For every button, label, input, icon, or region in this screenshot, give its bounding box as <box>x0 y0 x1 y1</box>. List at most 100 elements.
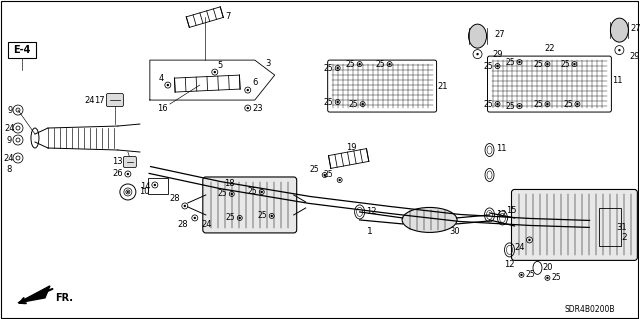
Text: 25: 25 <box>346 60 355 69</box>
Circle shape <box>518 61 521 63</box>
Circle shape <box>184 205 186 207</box>
Text: 28: 28 <box>177 220 188 229</box>
Text: 25: 25 <box>324 63 333 73</box>
Text: 25: 25 <box>484 62 493 70</box>
Text: 29: 29 <box>629 52 639 61</box>
Circle shape <box>618 49 621 51</box>
Circle shape <box>547 277 548 279</box>
Circle shape <box>339 179 341 181</box>
Text: E-4: E-4 <box>13 45 31 55</box>
Circle shape <box>547 103 548 105</box>
Text: 18: 18 <box>225 180 235 189</box>
Circle shape <box>576 103 579 105</box>
Text: 25: 25 <box>248 188 257 197</box>
Circle shape <box>520 274 523 276</box>
Text: 14: 14 <box>140 182 150 191</box>
Text: 25: 25 <box>226 213 236 222</box>
Text: FR.: FR. <box>55 293 73 303</box>
Text: 1: 1 <box>367 227 372 236</box>
Text: 7: 7 <box>225 11 230 21</box>
Text: 25: 25 <box>561 60 570 69</box>
Circle shape <box>230 193 233 195</box>
Text: 8: 8 <box>6 166 12 174</box>
Circle shape <box>476 53 479 55</box>
Circle shape <box>496 65 499 67</box>
Text: 11: 11 <box>612 76 623 85</box>
FancyBboxPatch shape <box>203 177 297 233</box>
Text: 21: 21 <box>437 82 448 91</box>
Text: 25: 25 <box>525 271 535 279</box>
Text: 2: 2 <box>621 234 627 242</box>
FancyBboxPatch shape <box>511 189 637 260</box>
Ellipse shape <box>468 24 486 48</box>
Text: 25: 25 <box>534 100 543 108</box>
Text: 27: 27 <box>630 24 640 33</box>
Circle shape <box>166 84 169 86</box>
Text: 24: 24 <box>202 220 212 229</box>
Text: 25: 25 <box>258 211 268 220</box>
Text: 29: 29 <box>492 49 503 59</box>
Circle shape <box>260 191 263 193</box>
Circle shape <box>246 89 249 91</box>
Text: 24: 24 <box>4 123 15 132</box>
Text: 24: 24 <box>4 153 14 162</box>
Text: 11: 11 <box>496 144 507 152</box>
Circle shape <box>358 63 361 65</box>
Text: 26: 26 <box>113 169 123 179</box>
Circle shape <box>323 174 326 176</box>
Circle shape <box>518 105 521 107</box>
Text: 19: 19 <box>346 143 357 152</box>
Text: 3: 3 <box>265 59 271 68</box>
Text: 25: 25 <box>484 100 493 108</box>
Ellipse shape <box>402 207 457 233</box>
Text: 17: 17 <box>95 96 105 105</box>
Circle shape <box>337 101 339 103</box>
Text: 31: 31 <box>616 223 627 233</box>
Text: 25: 25 <box>506 58 515 67</box>
Circle shape <box>496 103 499 105</box>
Text: 22: 22 <box>544 44 555 53</box>
Text: 16: 16 <box>157 104 168 113</box>
Text: 27: 27 <box>494 30 505 39</box>
Text: 25: 25 <box>324 170 333 180</box>
Text: 4: 4 <box>158 74 163 83</box>
FancyBboxPatch shape <box>106 93 124 107</box>
Circle shape <box>239 217 241 219</box>
Text: 25: 25 <box>218 189 228 198</box>
Text: 30: 30 <box>449 227 460 236</box>
Text: 6: 6 <box>252 78 257 86</box>
Text: 24: 24 <box>514 243 525 252</box>
Circle shape <box>388 63 391 65</box>
Text: 12: 12 <box>366 207 377 217</box>
Circle shape <box>194 217 196 219</box>
Circle shape <box>528 239 531 241</box>
Text: 12: 12 <box>504 260 515 270</box>
Text: 10: 10 <box>139 188 149 197</box>
Polygon shape <box>18 286 50 303</box>
Text: 25: 25 <box>534 60 543 69</box>
Bar <box>8 42 36 58</box>
Bar <box>600 208 621 246</box>
Ellipse shape <box>611 18 628 42</box>
Text: 20: 20 <box>542 263 553 272</box>
Text: 9: 9 <box>8 106 13 115</box>
Circle shape <box>573 63 575 65</box>
Circle shape <box>337 67 339 69</box>
Circle shape <box>271 215 273 217</box>
Text: 23: 23 <box>252 104 263 113</box>
Text: 25: 25 <box>564 100 573 108</box>
Circle shape <box>127 173 129 175</box>
Text: 25: 25 <box>376 60 385 69</box>
Text: 25: 25 <box>552 273 561 282</box>
Text: 25: 25 <box>506 101 515 111</box>
Circle shape <box>127 191 129 193</box>
Text: 9: 9 <box>6 136 12 145</box>
Text: 12: 12 <box>496 211 507 219</box>
Circle shape <box>547 63 548 65</box>
Text: 25: 25 <box>349 100 358 108</box>
Bar <box>148 178 168 194</box>
Text: 24: 24 <box>84 96 95 105</box>
Text: 28: 28 <box>170 195 180 204</box>
Text: 13: 13 <box>113 158 123 167</box>
Text: 25: 25 <box>310 166 319 174</box>
